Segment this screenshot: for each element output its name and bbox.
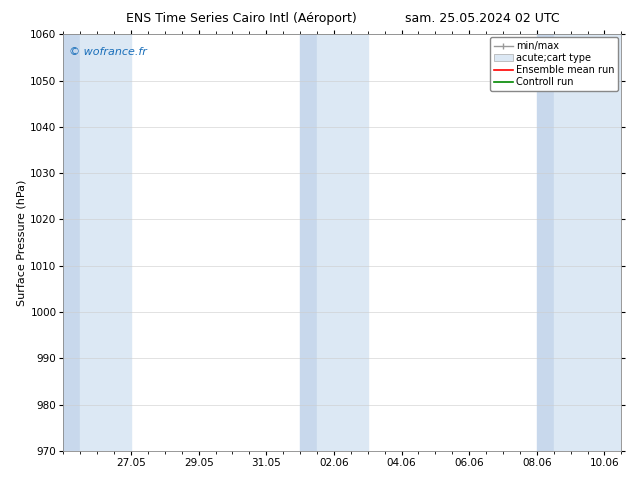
Bar: [300, 34, 317, 451]
Text: © wofrance.fr: © wofrance.fr: [69, 47, 147, 57]
Y-axis label: Surface Pressure (hPa): Surface Pressure (hPa): [16, 179, 26, 306]
Bar: [553, 34, 621, 451]
Bar: [81, 34, 131, 451]
Legend: min/max, acute;cart type, Ensemble mean run, Controll run: min/max, acute;cart type, Ensemble mean …: [489, 37, 618, 91]
Bar: [537, 34, 553, 451]
Text: sam. 25.05.2024 02 UTC: sam. 25.05.2024 02 UTC: [404, 12, 559, 25]
Text: ENS Time Series Cairo Intl (Aéroport): ENS Time Series Cairo Intl (Aéroport): [126, 12, 356, 25]
Bar: [63, 34, 81, 451]
Bar: [317, 34, 368, 451]
